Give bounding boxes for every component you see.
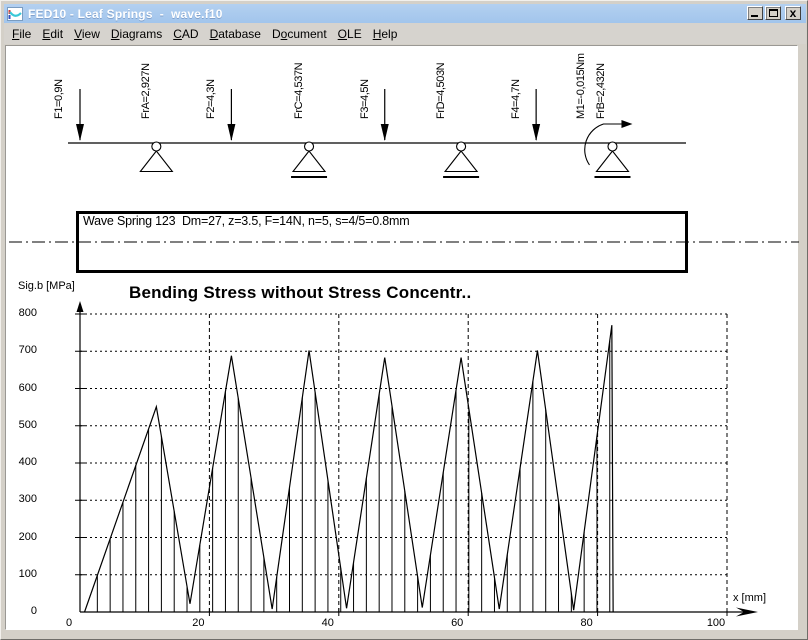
menu-item-help[interactable]: Help [372, 26, 398, 41]
beam-label-f2: F2=4,3N [205, 79, 218, 119]
beam-label-fra: FrA=2,927N [140, 63, 153, 119]
close-icon: x [789, 6, 797, 20]
y-tick-label: 800 [18, 307, 37, 319]
spring-drawing-frame: Wave Spring 123 Dm=27, z=3.5, F=14N, n=5… [76, 211, 688, 273]
close-button[interactable]: x [785, 6, 801, 20]
title-bar[interactable]: FED10 - Leaf Springs - wave.f10 x [4, 4, 806, 23]
maximize-button[interactable] [765, 6, 781, 20]
y-tick-label: 700 [18, 344, 37, 357]
x-tick-label: 80 [580, 617, 593, 629]
leaf-spring-icon-art [8, 9, 22, 19]
y-tick-label: 0 [30, 605, 37, 617]
minimize-button[interactable] [747, 6, 763, 20]
x-tick-label: 40 [321, 617, 334, 629]
menu-item-cad[interactable]: CAD [173, 26, 199, 41]
y-tick-label: 500 [18, 418, 37, 431]
beam-label-m1: M1=-0,015Nm [575, 53, 588, 119]
chart-title: Bending Stress without Stress Concentr.. [129, 283, 472, 302]
minimize-icon [751, 15, 758, 17]
y-tick-label: 100 [18, 567, 37, 580]
y-axis-label: Sig.b [MPa] [18, 280, 75, 292]
menu-item-edit[interactable]: Edit [42, 26, 64, 41]
x-tick-label: 20 [192, 617, 205, 629]
menu-item-ole[interactable]: OLE [337, 26, 362, 41]
x-tick-label: 60 [451, 617, 464, 629]
menu-item-view[interactable]: View [74, 26, 100, 41]
spring-caption: Wave Spring 123 Dm=27, z=3.5, F=14N, n=5… [83, 214, 410, 228]
menu-item-diagrams[interactable]: Diagrams [110, 26, 163, 41]
beam-label-frb: FrB=2,432N [595, 63, 608, 119]
menu-item-database[interactable]: Database [209, 26, 261, 41]
x-tick-label: 100 [706, 617, 726, 629]
y-tick-label: 600 [18, 381, 37, 394]
y-tick-label: 300 [18, 493, 37, 506]
beam-label-f1: F1=0,9N [53, 79, 65, 119]
client-area [5, 45, 798, 630]
x-axis-label: x [mm] [733, 592, 766, 604]
beam-label-frc: FrC=4,537N [293, 62, 306, 119]
beam-label-f3: F3=4,5N [358, 79, 371, 119]
window-title: FED10 - Leaf Springs - wave.f10 [28, 6, 223, 21]
beam-label-frd: FrD=4,503N [435, 62, 448, 119]
window-controls: x [745, 6, 801, 20]
y-tick-label: 200 [18, 530, 37, 543]
y-tick-label: 400 [18, 456, 37, 468]
menu-bar: File Edit View Diagrams CAD Database Document O… [4, 23, 806, 44]
maximize-icon [769, 9, 778, 17]
menu-item-document[interactable]: Document [271, 26, 327, 41]
beam-label-f4: F4=4,7N [510, 79, 523, 119]
x-tick-label: 0 [65, 617, 73, 629]
app-icon[interactable] [7, 6, 23, 21]
menu-item-file[interactable]: File [12, 26, 32, 41]
